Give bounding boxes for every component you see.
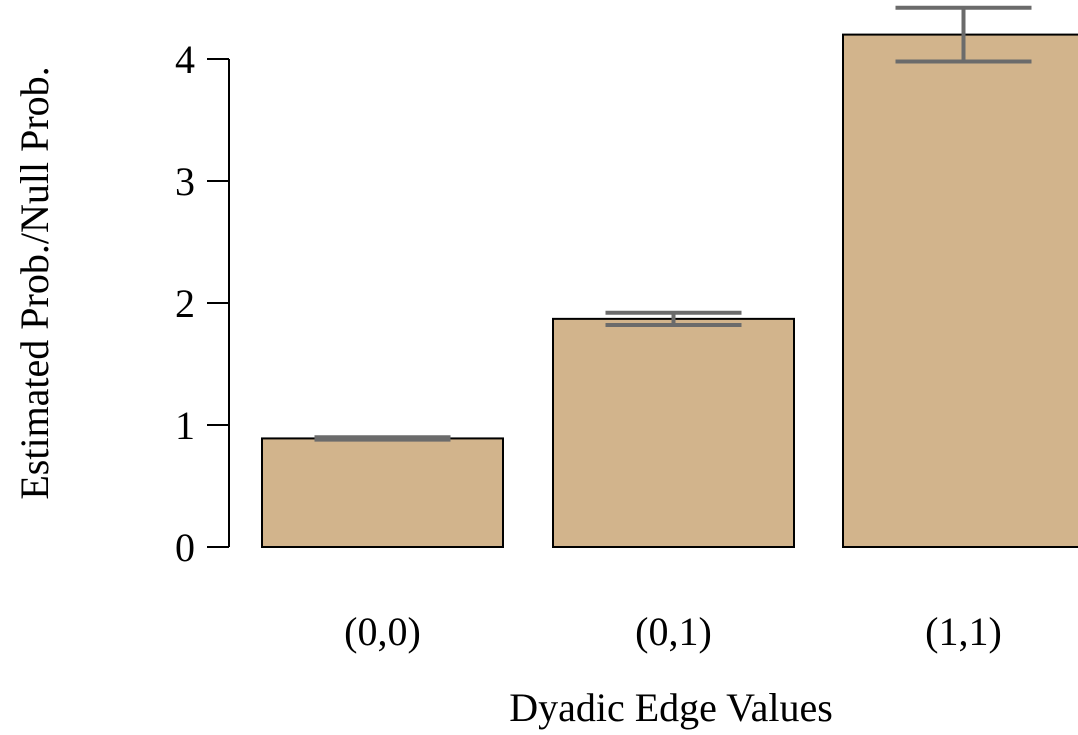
y-axis: 0 1 2 3 4 — [175, 37, 230, 570]
x-tick-label: (1,1) — [925, 609, 1002, 654]
error-bar — [895, 5, 1032, 64]
bar — [261, 437, 504, 549]
error-bar — [605, 310, 742, 327]
x-tick-label: (0,0) — [344, 609, 421, 654]
error-bars — [314, 5, 1032, 442]
y-tick-label: 1 — [175, 403, 195, 448]
y-tick-label: 4 — [175, 37, 195, 82]
bar — [842, 33, 1078, 549]
bars — [261, 33, 1078, 549]
x-tick-labels: (0,0) (0,1) (1,1) — [344, 609, 1002, 654]
x-axis-title: Dyadic Edge Values — [509, 685, 833, 730]
y-tick-label: 2 — [175, 281, 195, 326]
y-tick-label: 3 — [175, 159, 195, 204]
y-axis-title: Estimated Prob./Null Prob. — [12, 66, 57, 499]
x-tick-label: (0,1) — [635, 609, 712, 654]
error-bar — [314, 435, 451, 442]
y-tick-label: 0 — [175, 525, 195, 570]
bar — [552, 317, 795, 548]
y-ticks: 0 1 2 3 4 — [175, 37, 229, 570]
